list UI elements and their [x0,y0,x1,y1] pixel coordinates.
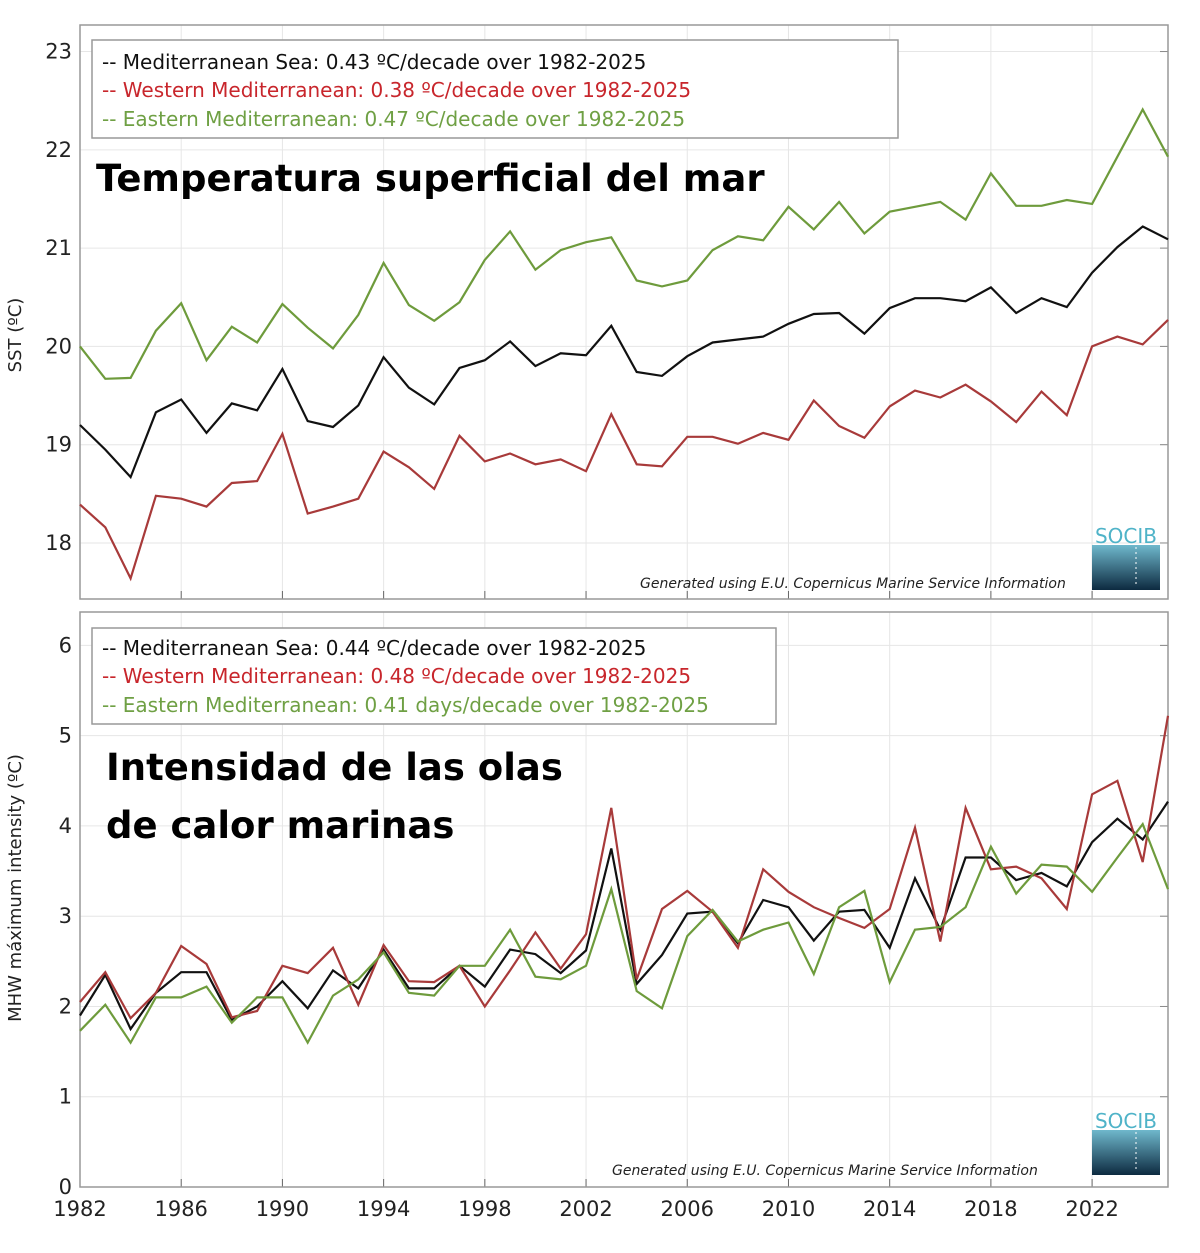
chart-title: Temperatura superficial del mar [96,157,765,200]
y-tick-label: 3 [59,904,72,928]
logo-text: SOCIB [1095,524,1157,548]
y-tick-label: 19 [45,433,72,457]
x-tick-label: 2002 [559,1197,612,1221]
y-tick-label: 6 [59,633,72,657]
y-tick-label: 18 [45,531,72,555]
series-line-eastern [79,821,1170,1045]
logo-wave [1092,1130,1160,1175]
logo-wave [1092,545,1160,590]
y-tick-label: 22 [45,138,72,162]
y-tick-label: 1 [59,1085,72,1109]
credit-text: Generated using E.U. Copernicus Marine S… [640,576,1066,592]
legend-entry: -- Mediterranean Sea: 0.43 ºC/decade ove… [102,50,646,74]
legend-entry: -- Western Mediterranean: 0.38 ºC/decade… [102,78,691,102]
plot-frame [79,611,1169,1188]
legend-entry: -- Mediterranean Sea: 0.44 ºC/decade ove… [102,636,646,660]
y-tick-label: 23 [45,40,72,64]
y-tick-label: 2 [59,994,72,1018]
socib-logo: SOCIB [1092,1109,1160,1175]
y-tick-label: 5 [59,724,72,748]
y-axis-label: SST (ºC) [5,298,26,373]
chart-title-line: de calor marinas [106,804,454,847]
x-tick-label: 2010 [762,1197,815,1221]
legend-box [91,627,777,725]
y-tick-label: 21 [45,236,72,260]
y-axis-label: MHW máximum intensity (ºC) [5,754,26,1022]
chart-title-line: Intensidad de las olas [106,746,563,789]
panel-sst: 18 19 20 21 22 23 -- Mediterranean Sea: 0.43 º… [5,24,1169,600]
credit-text: Generated using E.U. Copernicus Marine S… [612,1163,1038,1179]
x-tick-label: 1986 [154,1197,207,1221]
y-tick-label: 4 [59,814,72,838]
series-line-western [79,319,1169,582]
legend-entry: -- Western Mediterranean: 0.48 ºC/decade… [102,664,691,688]
x-tick-label: 2018 [964,1197,1017,1221]
legend-entry: -- Eastern Mediterranean: 0.41 days/deca… [102,693,709,717]
legend-box [91,39,899,139]
x-tick-label: 1998 [458,1197,511,1221]
x-tick-label: 1990 [256,1197,309,1221]
y-tick-label: 0 [59,1175,72,1199]
x-tick-label: 1994 [357,1197,410,1221]
x-tick-label: 2022 [1065,1197,1118,1221]
x-tick-label: 2006 [661,1197,714,1221]
logo-text: SOCIB [1095,1109,1157,1133]
y-tick-label: 20 [45,334,72,358]
socib-logo: SOCIB [1092,524,1160,590]
plot-frame [79,24,1169,600]
series-line-mediterranean [79,225,1169,480]
panel-mhw-intensity: 0 1 2 3 4 5 6 -- Mediterranean Sea: 0.44 ºC/dec… [5,611,1170,1221]
series-line-eastern [79,107,1169,380]
legend-entry: -- Eastern Mediterranean: 0.47 ºC/decade… [102,107,685,131]
x-tick-label: 2014 [863,1197,916,1221]
x-tick-label: 1982 [53,1197,106,1221]
